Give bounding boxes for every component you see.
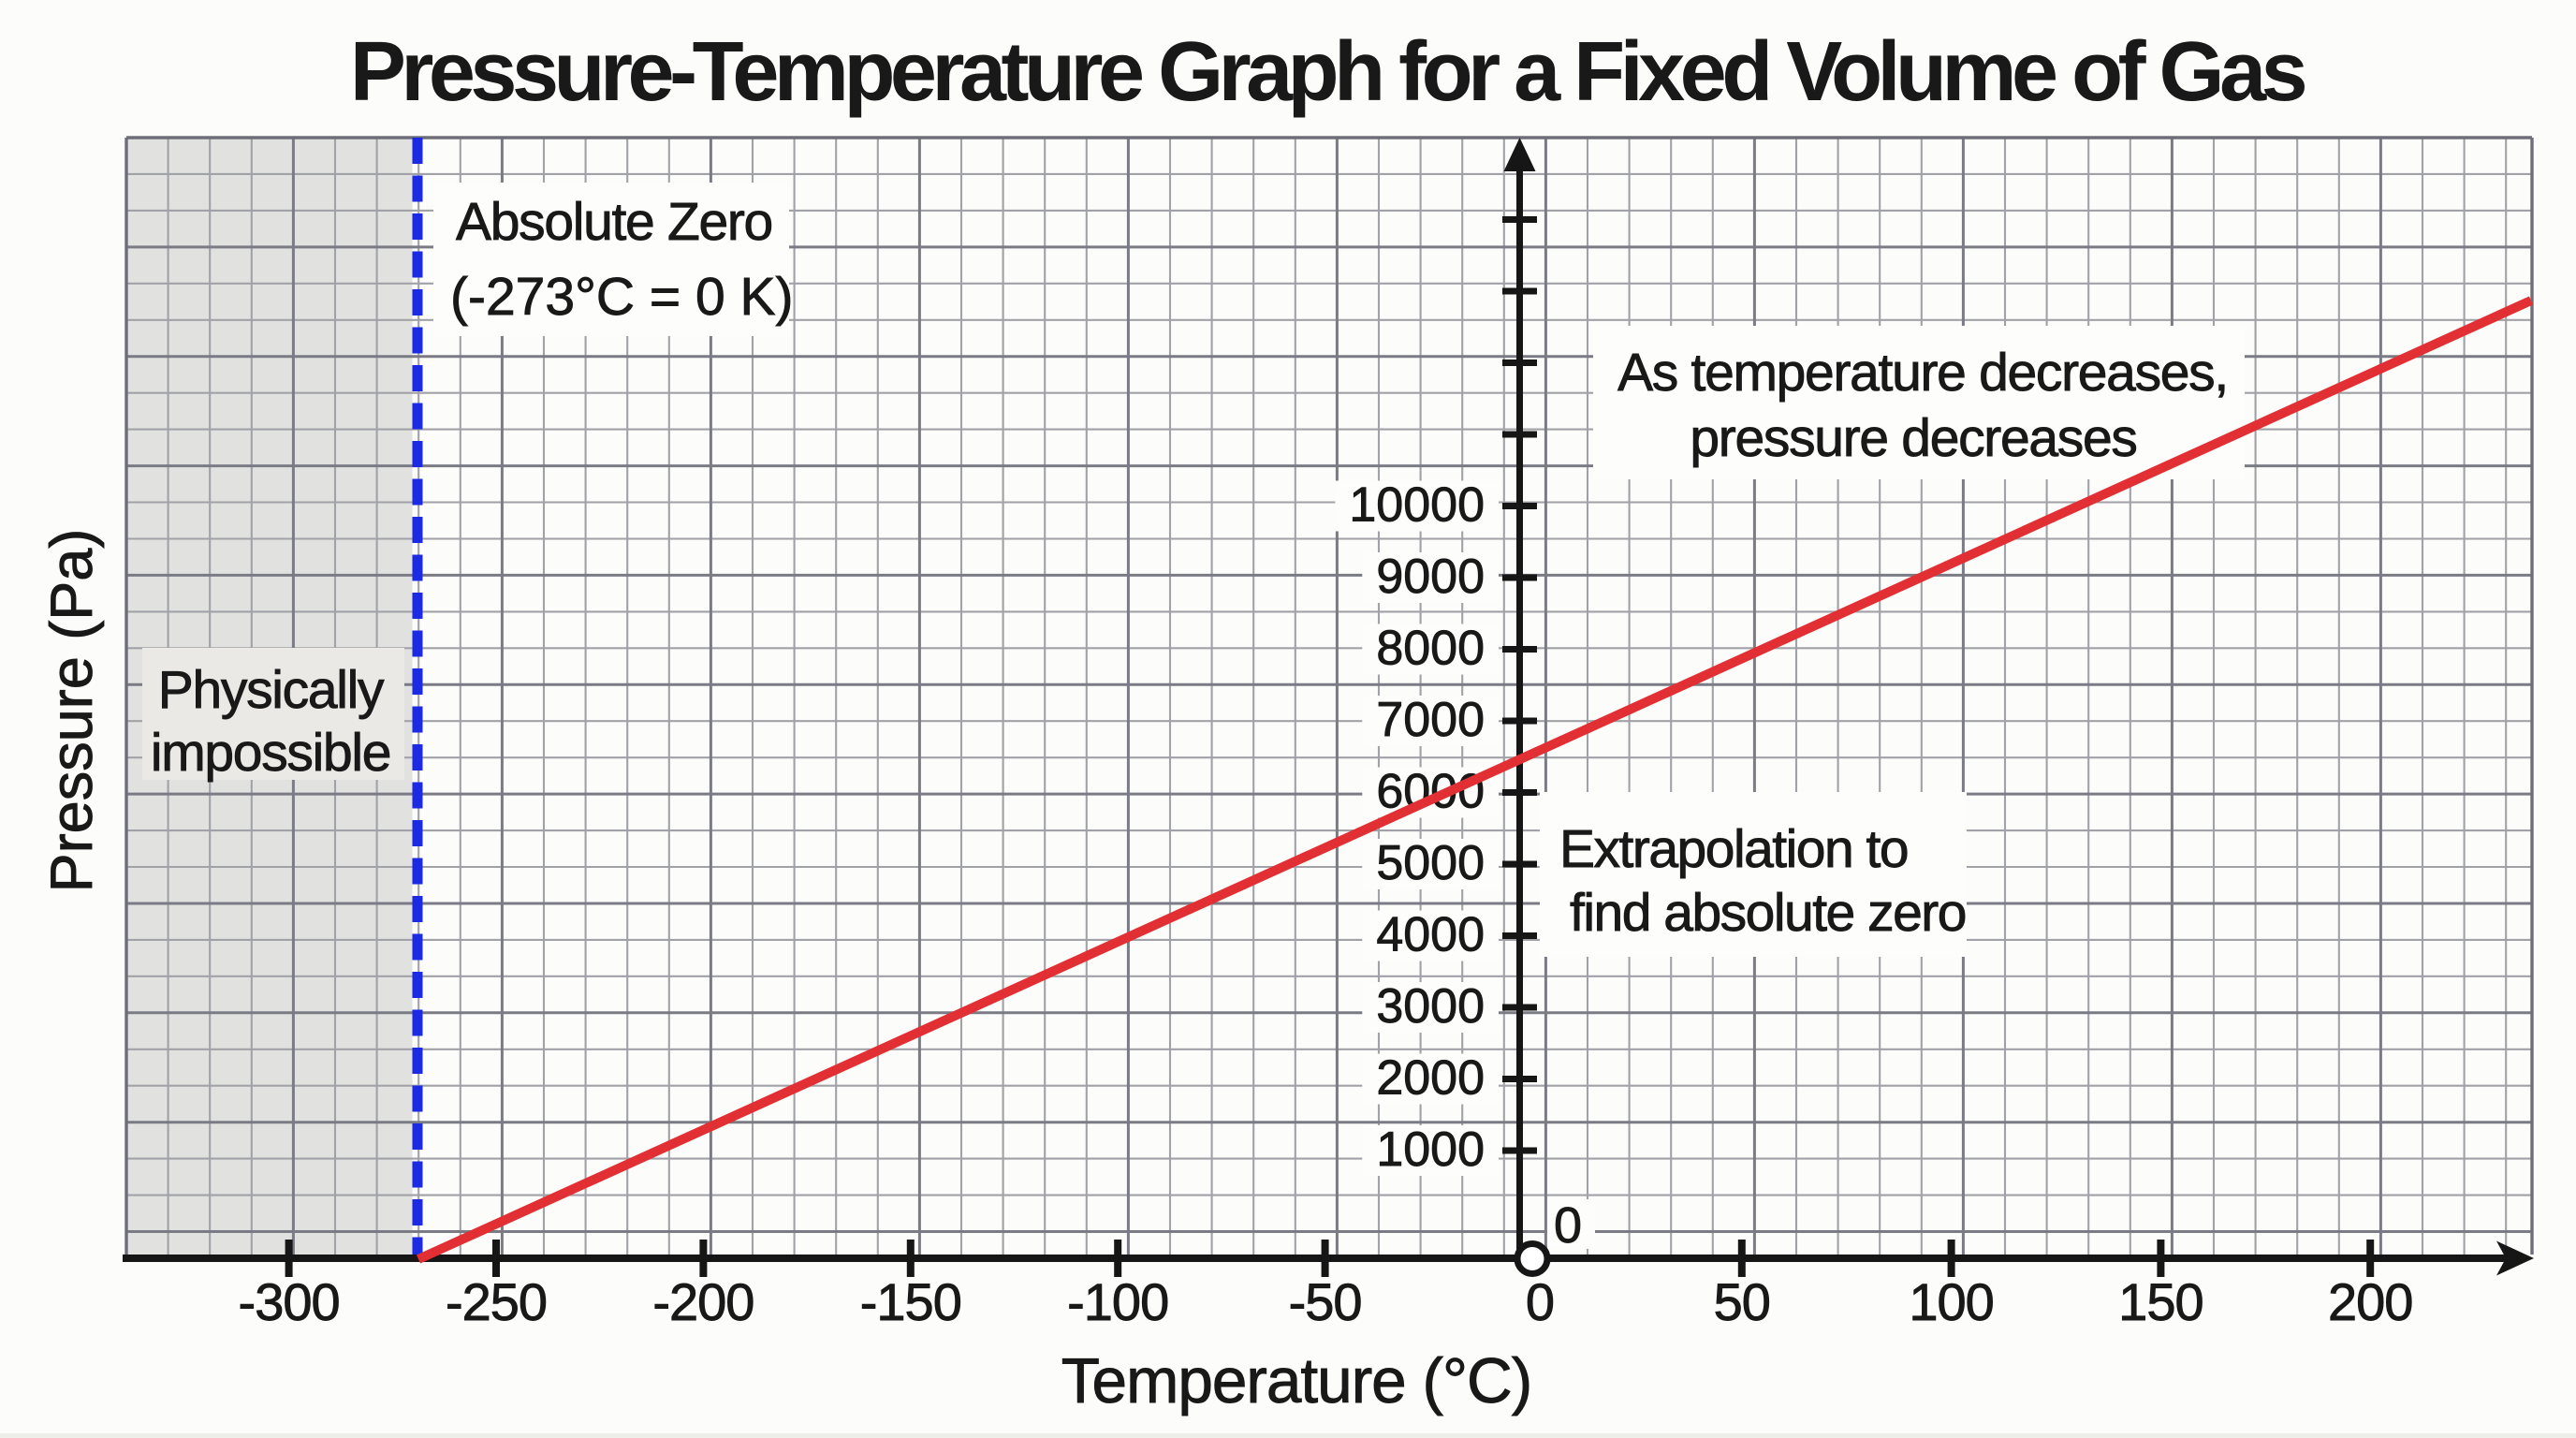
svg-text:Absolute Zero: Absolute Zero bbox=[456, 192, 772, 252]
svg-text:7000: 7000 bbox=[1376, 693, 1485, 747]
svg-text:impossible: impossible bbox=[151, 723, 390, 783]
svg-text:10000: 10000 bbox=[1349, 478, 1485, 533]
svg-text:-50: -50 bbox=[1289, 1272, 1362, 1331]
svg-text:pressure decreases: pressure decreases bbox=[1690, 408, 2136, 468]
svg-text:find absolute zero: find absolute zero bbox=[1570, 883, 1966, 943]
svg-text:-300: -300 bbox=[239, 1272, 340, 1331]
svg-text:5000: 5000 bbox=[1376, 836, 1485, 890]
svg-text:100: 100 bbox=[1909, 1272, 1993, 1331]
svg-text:150: 150 bbox=[2118, 1272, 2203, 1331]
svg-text:-150: -150 bbox=[860, 1272, 961, 1331]
svg-text:0: 0 bbox=[1554, 1197, 1582, 1254]
svg-text:0: 0 bbox=[1526, 1272, 1554, 1331]
svg-text:2000: 2000 bbox=[1376, 1051, 1485, 1106]
svg-text:Pressure (Pa): Pressure (Pa) bbox=[39, 529, 105, 893]
svg-text:Extrapolation to: Extrapolation to bbox=[1559, 819, 1908, 879]
svg-text:As temperature decreases,: As temperature decreases, bbox=[1617, 343, 2228, 403]
svg-text:1000: 1000 bbox=[1376, 1123, 1485, 1177]
svg-text:4000: 4000 bbox=[1376, 908, 1485, 962]
svg-text:Pressure-Temperature Graph for: Pressure-Temperature Graph for a Fixed V… bbox=[350, 25, 2305, 119]
svg-text:-100: -100 bbox=[1067, 1272, 1168, 1331]
svg-text:-200: -200 bbox=[652, 1272, 754, 1331]
svg-text:6000: 6000 bbox=[1376, 765, 1485, 819]
svg-text:8000: 8000 bbox=[1376, 622, 1485, 676]
svg-text:(-273°C = 0 K): (-273°C = 0 K) bbox=[450, 267, 794, 327]
svg-text:200: 200 bbox=[2328, 1272, 2412, 1331]
svg-text:50: 50 bbox=[1714, 1272, 1770, 1331]
svg-text:-250: -250 bbox=[446, 1272, 547, 1331]
svg-text:Temperature (°C): Temperature (°C) bbox=[1061, 1346, 1531, 1416]
svg-text:3000: 3000 bbox=[1376, 979, 1485, 1034]
svg-text:9000: 9000 bbox=[1376, 550, 1485, 604]
svg-text:Physically: Physically bbox=[158, 660, 385, 720]
